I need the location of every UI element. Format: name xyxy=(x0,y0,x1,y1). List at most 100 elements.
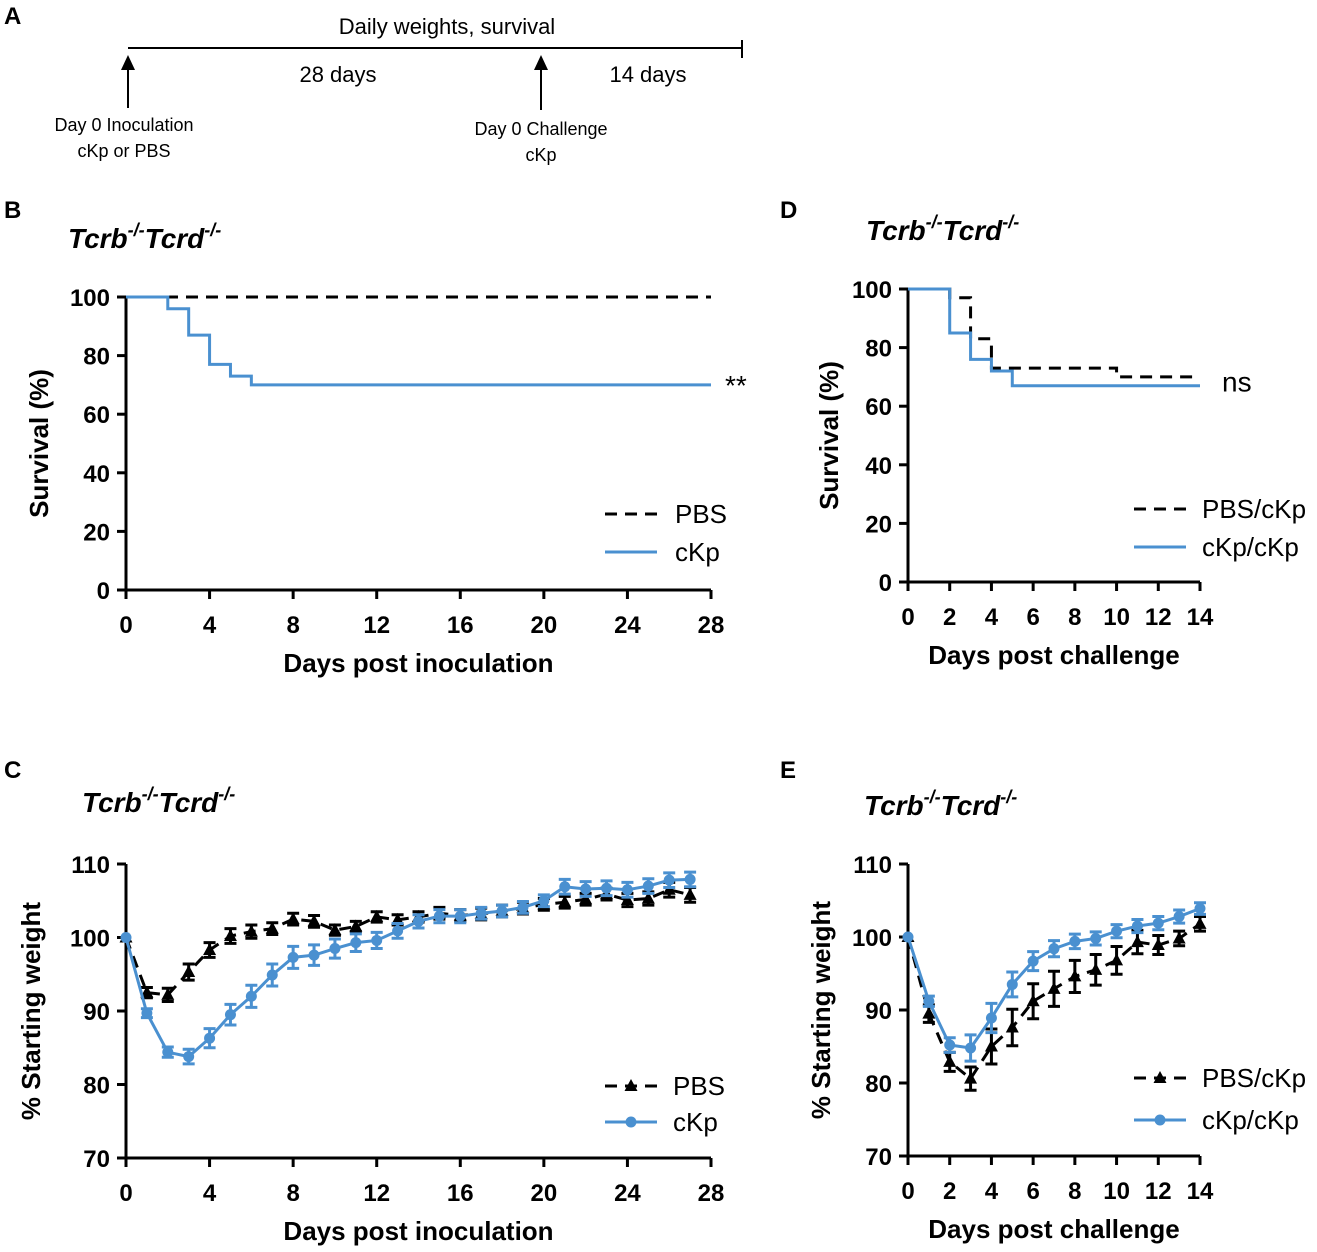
legend-label: cKp xyxy=(675,537,720,567)
data-point-triangle xyxy=(641,891,655,904)
y-tick-label: 70 xyxy=(865,1144,892,1171)
legend-entry: cKp xyxy=(605,537,720,567)
x-tick-label: 20 xyxy=(531,1180,558,1207)
chart-title: Tcrb-/-Tcrd-/- xyxy=(866,212,1019,246)
y-tick-label: 80 xyxy=(865,336,892,363)
data-point-circle xyxy=(1090,932,1102,944)
title-gene: Tcrd xyxy=(941,790,1002,821)
challenge-label-line2: cKp xyxy=(525,145,556,165)
legend-label: PBS xyxy=(675,499,727,529)
data-point-circle xyxy=(559,881,571,893)
title-gene: Tcrb xyxy=(864,790,924,821)
data-point-triangle xyxy=(161,987,175,1000)
data-point-triangle xyxy=(620,893,634,906)
x-axis-label: Days post challenge xyxy=(928,640,1179,670)
x-tick-label: 4 xyxy=(985,604,999,631)
x-tick-label: 12 xyxy=(363,1180,390,1207)
x-tick-label: 0 xyxy=(901,1178,914,1205)
title-superscript: -/- xyxy=(924,787,941,807)
data-point-triangle xyxy=(922,1006,936,1019)
x-tick-label: 12 xyxy=(1145,1178,1172,1205)
data-point-circle xyxy=(162,1046,174,1058)
significance-annotation: ** xyxy=(725,370,747,401)
x-tick-label: 14 xyxy=(1187,1178,1214,1205)
x-tick-label: 4 xyxy=(985,1178,999,1205)
challenge-label-line1: Day 0 Challenge xyxy=(474,119,607,139)
data-point-circle xyxy=(580,883,592,895)
y-tick-label: 110 xyxy=(853,852,892,879)
data-point-circle xyxy=(1027,955,1039,967)
x-axis-label: Days post inoculation xyxy=(283,648,553,678)
data-point-triangle xyxy=(1151,938,1165,951)
title-gene: Tcrb xyxy=(82,787,142,818)
y-axis-label: Survival (%) xyxy=(24,369,54,518)
inoculation-label-line2: cKp or PBS xyxy=(77,141,170,161)
data-point-circle xyxy=(684,873,696,885)
data-point-circle xyxy=(985,1012,997,1024)
inoculation-label-line1: Day 0 Inoculation xyxy=(54,115,193,135)
y-tick-label: 0 xyxy=(879,570,892,597)
chart-title: Tcrb-/-Tcrd-/- xyxy=(864,787,1017,821)
data-point-triangle xyxy=(558,895,572,908)
legend-label: cKp/cKp xyxy=(1202,532,1299,562)
title-superscript: -/- xyxy=(204,220,221,240)
data-point-circle xyxy=(923,995,935,1007)
data-point-triangle xyxy=(244,924,258,937)
x-tick-label: 28 xyxy=(698,1180,725,1207)
legend-entry: PBS xyxy=(605,499,727,529)
x-tick-label: 8 xyxy=(286,612,299,639)
data-point-circle xyxy=(1194,903,1206,915)
data-point-circle xyxy=(204,1032,216,1044)
y-axis-label: % Starting weight xyxy=(806,901,836,1119)
y-tick-label: 80 xyxy=(83,1073,110,1100)
data-point-triangle xyxy=(223,929,237,942)
significance-annotation: ns xyxy=(1222,366,1252,397)
data-point-triangle xyxy=(1130,935,1144,948)
y-tick-label: 20 xyxy=(865,511,892,538)
data-point-triangle xyxy=(1193,916,1207,929)
series-pbs-line xyxy=(124,888,691,997)
x-tick-label: 12 xyxy=(1145,604,1172,631)
data-point-triangle xyxy=(391,912,405,925)
data-point-circle xyxy=(1048,943,1060,955)
series-ckp xyxy=(120,870,697,1066)
series-pbs xyxy=(119,880,697,1003)
x-tick-label: 8 xyxy=(286,1180,299,1207)
x-tick-label: 24 xyxy=(614,612,641,639)
x-tick-label: 6 xyxy=(1026,1178,1039,1205)
data-point-triangle xyxy=(1047,981,1061,994)
series-ckp-line xyxy=(124,877,691,1059)
x-axis-label: Days post inoculation xyxy=(283,1216,553,1246)
timeline-panel: A Daily weights, survival 28 days 14 day… xyxy=(4,3,743,165)
y-tick-label: 40 xyxy=(83,461,110,488)
title-superscript: -/- xyxy=(218,784,235,804)
x-tick-label: 24 xyxy=(614,1180,641,1207)
legend-label: cKp xyxy=(673,1107,718,1137)
data-point-circle xyxy=(475,907,487,919)
data-point-circle xyxy=(454,910,466,922)
data-point-triangle xyxy=(203,942,217,955)
data-point-circle xyxy=(1152,917,1164,929)
data-point-circle xyxy=(245,990,257,1002)
x-tick-label: 28 xyxy=(698,612,725,639)
title-gene: Tcrd xyxy=(159,787,220,818)
series-ckp-ckp-line xyxy=(908,287,1200,388)
title-gene: Tcrb xyxy=(866,215,926,246)
data-point-circle xyxy=(663,874,675,886)
x-axis-label: Days post challenge xyxy=(928,1214,1179,1244)
y-tick-label: 0 xyxy=(97,578,110,605)
data-point-circle xyxy=(621,884,633,896)
data-point-triangle xyxy=(1026,994,1040,1007)
x-tick-label: 10 xyxy=(1103,1178,1130,1205)
data-point-triangle xyxy=(328,923,342,936)
data-point-circle xyxy=(371,934,383,946)
data-point-circle xyxy=(538,895,550,907)
legend-marker xyxy=(625,1116,637,1128)
data-point-triangle xyxy=(579,892,593,905)
data-point-triangle xyxy=(984,1039,998,1052)
y-tick-label: 60 xyxy=(83,402,110,429)
data-point-triangle xyxy=(1172,931,1186,944)
data-point-circle xyxy=(1069,935,1081,947)
